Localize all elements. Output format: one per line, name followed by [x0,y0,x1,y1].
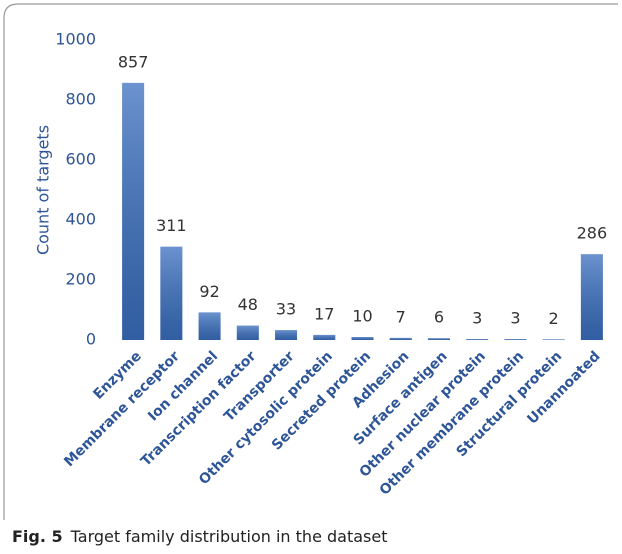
bar-shade [160,246,183,340]
bar-shade [275,330,298,340]
value-label: 7 [396,307,406,326]
value-label: 2 [549,309,559,328]
frame [3,3,618,520]
value-label: 92 [199,282,219,301]
y-tick-label: 400 [65,210,96,229]
value-label: 3 [472,309,482,328]
bar-shade [313,334,336,340]
value-label: 33 [276,300,296,319]
y-tick-label: 1000 [55,30,96,49]
y-tick-label: 200 [65,270,96,289]
y-axis-label: Count of targets [34,125,53,255]
caption-text: Target family distribution in the datase… [70,527,388,546]
bar-shade [580,254,603,340]
bar-shade [466,339,489,340]
bar-shade [351,337,374,340]
bar-shade [198,312,221,340]
bar-shade [427,338,450,340]
y-tick-label: 600 [65,150,96,169]
caption: Fig. 5 Target family distribution in the … [12,527,387,546]
bar-shade [122,82,145,341]
value-label: 10 [352,307,372,326]
value-label: 857 [118,52,149,71]
value-label: 48 [238,295,258,314]
caption-label: Fig. 5 [12,527,63,546]
bar-shade [236,325,259,340]
value-label: 17 [314,304,334,323]
value-label: 3 [510,309,520,328]
value-label: 6 [434,308,444,327]
value-label: 286 [577,224,608,243]
y-tick-label: 0 [86,330,96,349]
bar-shade [542,339,565,340]
y-tick-label: 800 [65,90,96,109]
bar-shade [389,337,412,340]
bar-shade [504,339,527,340]
value-label: 311 [156,216,187,235]
